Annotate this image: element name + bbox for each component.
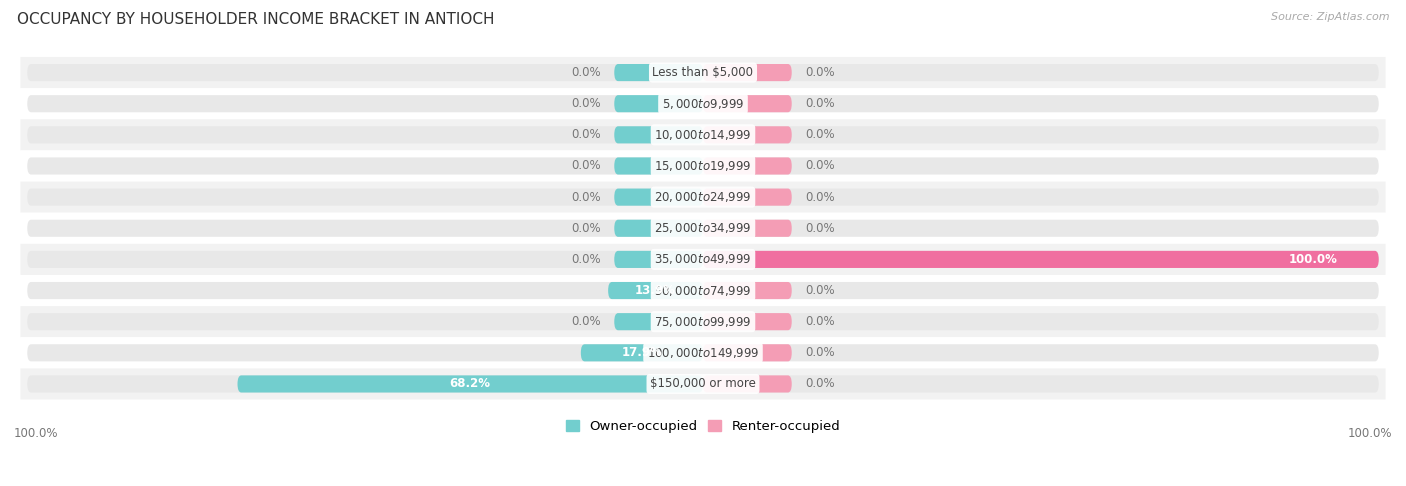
Text: $75,000 to $99,999: $75,000 to $99,999 [654, 314, 752, 329]
FancyBboxPatch shape [27, 344, 1379, 362]
Text: Source: ZipAtlas.com: Source: ZipAtlas.com [1271, 12, 1389, 22]
FancyBboxPatch shape [21, 88, 1385, 119]
Text: 0.0%: 0.0% [806, 378, 835, 390]
Text: 0.0%: 0.0% [806, 66, 835, 79]
FancyBboxPatch shape [614, 189, 703, 206]
Text: $10,000 to $14,999: $10,000 to $14,999 [654, 128, 752, 142]
Text: 68.2%: 68.2% [450, 378, 491, 390]
Text: 13.9%: 13.9% [636, 284, 676, 297]
FancyBboxPatch shape [27, 157, 1379, 174]
Text: 0.0%: 0.0% [571, 253, 600, 266]
FancyBboxPatch shape [614, 313, 703, 330]
FancyBboxPatch shape [703, 251, 1379, 268]
FancyBboxPatch shape [21, 182, 1385, 213]
Text: OCCUPANCY BY HOUSEHOLDER INCOME BRACKET IN ANTIOCH: OCCUPANCY BY HOUSEHOLDER INCOME BRACKET … [17, 12, 495, 27]
FancyBboxPatch shape [27, 375, 1379, 393]
FancyBboxPatch shape [21, 306, 1385, 337]
Text: $20,000 to $24,999: $20,000 to $24,999 [654, 190, 752, 204]
FancyBboxPatch shape [27, 126, 1379, 143]
FancyBboxPatch shape [703, 220, 792, 237]
FancyBboxPatch shape [21, 337, 1385, 368]
Text: 0.0%: 0.0% [571, 128, 600, 141]
Text: $150,000 or more: $150,000 or more [650, 378, 756, 390]
FancyBboxPatch shape [703, 64, 792, 81]
FancyBboxPatch shape [27, 220, 1379, 237]
FancyBboxPatch shape [21, 213, 1385, 244]
FancyBboxPatch shape [614, 220, 703, 237]
Text: 0.0%: 0.0% [571, 97, 600, 110]
Legend: Owner-occupied, Renter-occupied: Owner-occupied, Renter-occupied [560, 415, 846, 438]
FancyBboxPatch shape [703, 189, 792, 206]
Text: 0.0%: 0.0% [806, 222, 835, 235]
FancyBboxPatch shape [703, 126, 792, 143]
FancyBboxPatch shape [609, 282, 703, 299]
FancyBboxPatch shape [21, 57, 1385, 88]
Text: Less than $5,000: Less than $5,000 [652, 66, 754, 79]
FancyBboxPatch shape [21, 150, 1385, 182]
FancyBboxPatch shape [614, 126, 703, 143]
FancyBboxPatch shape [21, 368, 1385, 399]
Text: 0.0%: 0.0% [571, 222, 600, 235]
FancyBboxPatch shape [703, 313, 792, 330]
Text: 0.0%: 0.0% [806, 284, 835, 297]
FancyBboxPatch shape [21, 275, 1385, 306]
Text: 0.0%: 0.0% [806, 315, 835, 328]
Text: $15,000 to $19,999: $15,000 to $19,999 [654, 159, 752, 173]
FancyBboxPatch shape [703, 282, 792, 299]
Text: 17.9%: 17.9% [621, 347, 662, 359]
FancyBboxPatch shape [21, 119, 1385, 150]
FancyBboxPatch shape [27, 64, 1379, 81]
Text: $25,000 to $34,999: $25,000 to $34,999 [654, 221, 752, 235]
FancyBboxPatch shape [27, 251, 1379, 268]
FancyBboxPatch shape [703, 95, 792, 112]
FancyBboxPatch shape [21, 244, 1385, 275]
FancyBboxPatch shape [703, 157, 792, 174]
Text: $50,000 to $74,999: $50,000 to $74,999 [654, 283, 752, 297]
Text: 0.0%: 0.0% [571, 315, 600, 328]
FancyBboxPatch shape [703, 344, 792, 362]
Text: $35,000 to $49,999: $35,000 to $49,999 [654, 252, 752, 266]
FancyBboxPatch shape [703, 375, 792, 393]
FancyBboxPatch shape [27, 313, 1379, 330]
Text: 0.0%: 0.0% [806, 159, 835, 173]
Text: 0.0%: 0.0% [806, 97, 835, 110]
FancyBboxPatch shape [614, 95, 703, 112]
Text: 0.0%: 0.0% [571, 159, 600, 173]
Text: $100,000 to $149,999: $100,000 to $149,999 [647, 346, 759, 360]
Text: 0.0%: 0.0% [571, 66, 600, 79]
FancyBboxPatch shape [614, 157, 703, 174]
Text: 100.0%: 100.0% [1289, 253, 1337, 266]
FancyBboxPatch shape [27, 95, 1379, 112]
Text: 0.0%: 0.0% [806, 128, 835, 141]
FancyBboxPatch shape [581, 344, 703, 362]
Text: $5,000 to $9,999: $5,000 to $9,999 [662, 97, 744, 111]
Text: 100.0%: 100.0% [14, 427, 58, 440]
FancyBboxPatch shape [238, 375, 703, 393]
FancyBboxPatch shape [614, 251, 703, 268]
Text: 0.0%: 0.0% [806, 191, 835, 204]
FancyBboxPatch shape [614, 64, 703, 81]
Text: 100.0%: 100.0% [1348, 427, 1392, 440]
FancyBboxPatch shape [27, 189, 1379, 206]
Text: 0.0%: 0.0% [571, 191, 600, 204]
Text: 0.0%: 0.0% [806, 347, 835, 359]
FancyBboxPatch shape [27, 282, 1379, 299]
